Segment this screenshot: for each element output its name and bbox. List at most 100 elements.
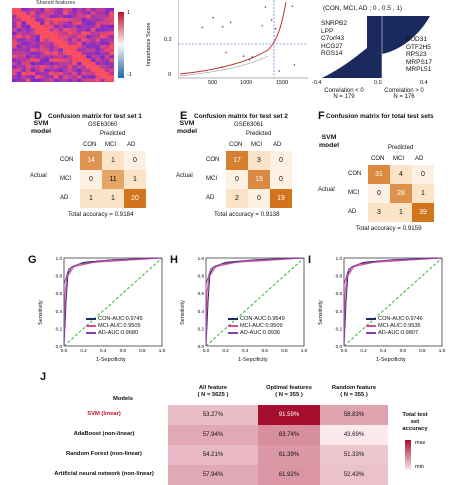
heatmap-cell (21, 71, 27, 76)
heatmap-cell (25, 28, 31, 32)
heatmap-cell (72, 31, 78, 36)
col-class-label: AD (273, 142, 282, 148)
importance-dot (278, 70, 280, 72)
confusion-cell: 3 (368, 203, 390, 222)
heatmap-cell (49, 51, 54, 56)
heatmap-cell (35, 34, 41, 39)
confusion-cell: 0 (412, 165, 434, 184)
col-opt-title: Optimal features (266, 385, 312, 391)
heatmap-cell (67, 28, 73, 32)
heatmap-cell (95, 38, 101, 42)
heatmap-cell (49, 21, 54, 26)
heatmap-cell (63, 8, 68, 12)
heatmap-cell (39, 45, 45, 49)
heatmap-cell (44, 65, 50, 69)
heatmap-cell (39, 41, 45, 46)
heatmap-cell (67, 38, 73, 42)
heatmap-cell (81, 48, 87, 52)
heatmap-cell (76, 61, 82, 66)
diagonal-reference (63, 257, 163, 347)
heatmap-cell (39, 68, 45, 73)
heatmap-cell (25, 68, 31, 73)
accuracy-cell: 58.83% (320, 405, 388, 425)
heatmap-cell (67, 78, 73, 82)
heatmap-cell (12, 78, 17, 82)
heatmap-cell (104, 38, 110, 42)
heatmap-cell (58, 34, 64, 39)
heatmap-cell (49, 38, 54, 42)
heatmap-cell (44, 34, 50, 39)
gene-label: SNRPB2 (321, 20, 348, 27)
accuracy-cell: 57.94% (168, 465, 258, 485)
confusion-cell: 0 (248, 189, 270, 208)
heatmap-cell (49, 45, 54, 49)
heatmap-cell (72, 38, 78, 42)
x-tick-label: 0.0 (203, 348, 210, 353)
total-accuracy: Total accuracy = 0.9159 (356, 225, 422, 232)
heatmap-cell (90, 18, 96, 22)
heatmap-cell (49, 18, 54, 22)
heatmap-cell (72, 11, 78, 15)
accuracy-cell: 53.27% (168, 405, 258, 425)
heatmap-cell (100, 78, 105, 82)
heatmap-cell (109, 8, 114, 12)
heatmap-cell (63, 65, 68, 69)
heatmap-cell (109, 38, 114, 42)
y-tick-label: 0.2 (336, 326, 343, 331)
heatmap-cell (109, 55, 114, 59)
heatmap-cell (76, 18, 82, 22)
row-class-label: MCI (60, 176, 71, 182)
heatmap-cell (21, 38, 27, 42)
heatmap-cell (12, 8, 17, 12)
gene-label: GTF2H5 (406, 43, 431, 51)
y-tick-label: 0.6 (198, 291, 205, 296)
heatmap-cell (104, 58, 110, 63)
heatmap-cell (25, 75, 31, 79)
roc-legend-item: CON-AUC:0.9746 (366, 316, 423, 322)
heatmap-cell (44, 55, 50, 59)
col-class-label: AD (415, 156, 424, 162)
heatmap-cell (35, 61, 41, 66)
heatmap-cell (90, 58, 96, 63)
y-tick-label: 0.4 (198, 309, 205, 314)
importance-dot (293, 64, 296, 66)
importance-dot (270, 18, 273, 21)
heatmap-cell (104, 24, 110, 29)
importance-dot (221, 25, 224, 28)
heatmap-cell (25, 48, 31, 52)
heatmap-cell (25, 58, 31, 63)
heatmap-cell (86, 65, 92, 69)
heatmap-cell (72, 14, 78, 19)
col-class-label: AD (127, 142, 136, 148)
heatmap-cell (90, 11, 96, 15)
legend-swatch (228, 332, 238, 334)
heatmap-cell (109, 65, 114, 69)
confusion-title: Confusion matrix for total test sets (326, 113, 434, 120)
col-class-label: MCI (105, 142, 116, 148)
heatmap-cell (49, 28, 54, 32)
heatmap-cell (90, 28, 96, 32)
heatmap-cell (90, 75, 96, 79)
heatmap-cell (53, 28, 59, 32)
heatmap-cell (30, 11, 36, 15)
diagonal-reference (343, 257, 443, 347)
y-tick-label: 0.0 (336, 344, 343, 349)
confusion-cell: 3 (248, 151, 270, 170)
model-name: Random Forest (non-linear) (65, 451, 142, 457)
confusion-cell: 28 (390, 184, 412, 203)
heatmap-cell (95, 41, 101, 46)
heatmap-cell (67, 31, 73, 36)
heatmap-cell (58, 11, 64, 15)
heatmap-cell (72, 58, 78, 63)
heatmap-cell (30, 71, 36, 76)
col-header-optimal: Optimal features ( N = 355 ) (258, 385, 320, 399)
dataset-label: GSE63061 (234, 122, 264, 128)
heatmap-cell (44, 71, 50, 76)
importance-tick-02: 0.2 (164, 37, 172, 43)
heatmap-cell (67, 48, 73, 52)
confusion-cell: 1 (124, 170, 146, 189)
heatmap-cell (35, 48, 41, 52)
heatmap-cell (90, 38, 96, 42)
actual-label: Actual (176, 173, 193, 179)
roc-curve (63, 257, 163, 346)
